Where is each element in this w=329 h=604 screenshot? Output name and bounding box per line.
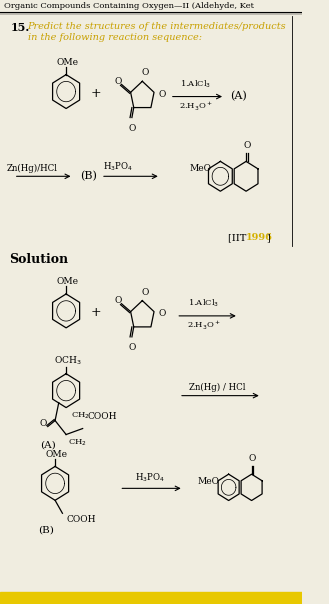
Text: 1996: 1996 <box>246 233 273 242</box>
Text: O: O <box>159 309 166 318</box>
Text: 15.: 15. <box>11 22 30 33</box>
Text: (B): (B) <box>80 171 97 181</box>
Text: O: O <box>39 419 47 428</box>
Text: MeO: MeO <box>189 164 211 173</box>
Text: OMe: OMe <box>57 57 79 66</box>
Text: Organic Compounds Containing Oxygen—II (Aldehyde, Ket: Organic Compounds Containing Oxygen—II (… <box>4 2 254 10</box>
Text: 1.AlCl$_3$: 1.AlCl$_3$ <box>188 297 219 309</box>
Text: COOH: COOH <box>66 515 96 524</box>
Text: OMe: OMe <box>57 277 79 286</box>
Text: O: O <box>141 68 149 77</box>
Text: 2.H$_3$O$^+$: 2.H$_3$O$^+$ <box>179 100 213 113</box>
Text: O: O <box>141 288 149 297</box>
Text: ]: ] <box>266 233 270 242</box>
Text: (A): (A) <box>230 91 247 101</box>
Bar <box>0 592 302 604</box>
Text: O: O <box>128 124 136 132</box>
Text: O: O <box>243 141 251 150</box>
Text: O: O <box>249 454 256 463</box>
Text: 1.AlCl$_3$: 1.AlCl$_3$ <box>180 78 211 89</box>
Text: OCH$_3$: OCH$_3$ <box>54 354 82 367</box>
Text: O: O <box>128 343 136 352</box>
Text: MeO: MeO <box>197 477 219 486</box>
Text: 2.H$_3$O$^+$: 2.H$_3$O$^+$ <box>187 319 221 332</box>
Text: in the following reaction sequence:: in the following reaction sequence: <box>28 33 202 42</box>
Text: H$_3$PO$_4$: H$_3$PO$_4$ <box>135 472 165 484</box>
Text: H$_3$PO$_4$: H$_3$PO$_4$ <box>103 161 133 173</box>
Text: +: + <box>91 87 102 100</box>
Text: OMe: OMe <box>46 451 68 460</box>
Text: (B): (B) <box>38 525 54 535</box>
Text: [IIT: [IIT <box>228 233 249 242</box>
Text: Zn(Hg) / HCl: Zn(Hg) / HCl <box>190 382 246 391</box>
Text: CH$_2$: CH$_2$ <box>71 410 90 420</box>
Text: O: O <box>114 77 121 86</box>
Text: CH$_2$: CH$_2$ <box>68 437 87 448</box>
Text: Zn(Hg)/HCl: Zn(Hg)/HCl <box>7 164 58 173</box>
Text: +: + <box>91 306 102 320</box>
Text: COOH: COOH <box>87 412 117 421</box>
Text: O: O <box>159 90 166 99</box>
Text: O: O <box>114 296 121 305</box>
Text: (A): (A) <box>40 440 56 449</box>
Text: Predict the structures of the intermediates/products: Predict the structures of the intermedia… <box>28 22 286 31</box>
Text: Solution: Solution <box>9 253 68 266</box>
